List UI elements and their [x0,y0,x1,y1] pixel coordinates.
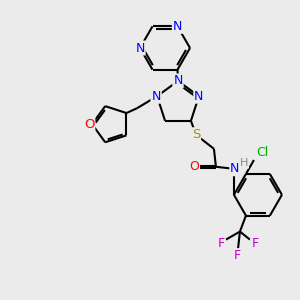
Text: O: O [84,118,94,131]
Text: N: N [135,41,145,55]
Text: N: N [173,20,182,33]
Text: N: N [230,162,240,175]
Text: Cl: Cl [256,146,268,158]
Text: N: N [152,90,161,103]
Text: F: F [218,237,224,250]
Text: N: N [194,90,204,103]
Text: S: S [192,128,200,141]
Text: N: N [173,74,183,88]
Text: F: F [233,249,241,262]
Text: H: H [240,158,248,168]
Text: O: O [189,160,199,173]
Text: F: F [251,237,259,250]
